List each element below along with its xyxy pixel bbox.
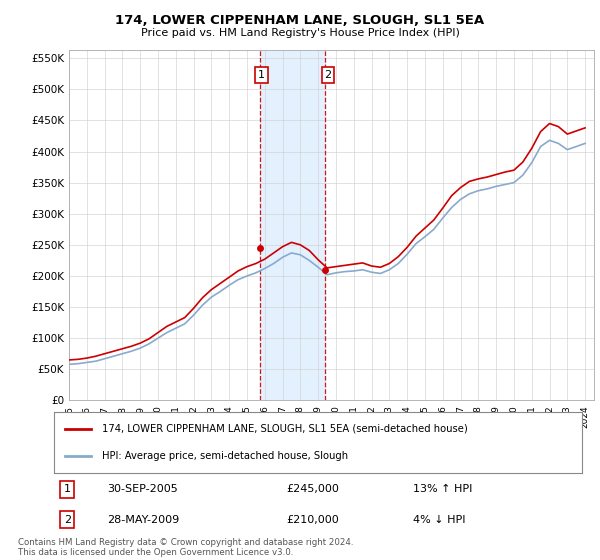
Text: Price paid vs. HM Land Registry's House Price Index (HPI): Price paid vs. HM Land Registry's House …	[140, 28, 460, 38]
Text: 2: 2	[325, 70, 332, 80]
Bar	[260, 50, 325, 400]
Text: £210,000: £210,000	[286, 515, 339, 525]
Text: 174, LOWER CIPPENHAM LANE, SLOUGH, SL1 5EA: 174, LOWER CIPPENHAM LANE, SLOUGH, SL1 5…	[115, 14, 485, 27]
Text: HPI: Average price, semi-detached house, Slough: HPI: Average price, semi-detached house,…	[101, 451, 347, 461]
Text: 28-MAY-2009: 28-MAY-2009	[107, 515, 179, 525]
Text: 1: 1	[258, 70, 265, 80]
Text: 1: 1	[64, 484, 71, 494]
Text: 174, LOWER CIPPENHAM LANE, SLOUGH, SL1 5EA (semi-detached house): 174, LOWER CIPPENHAM LANE, SLOUGH, SL1 5…	[101, 424, 467, 434]
Text: 13% ↑ HPI: 13% ↑ HPI	[413, 484, 472, 494]
Text: £245,000: £245,000	[286, 484, 339, 494]
Text: 2: 2	[64, 515, 71, 525]
Text: 4% ↓ HPI: 4% ↓ HPI	[413, 515, 466, 525]
Text: Contains HM Land Registry data © Crown copyright and database right 2024.
This d: Contains HM Land Registry data © Crown c…	[18, 538, 353, 557]
Text: 30-SEP-2005: 30-SEP-2005	[107, 484, 178, 494]
